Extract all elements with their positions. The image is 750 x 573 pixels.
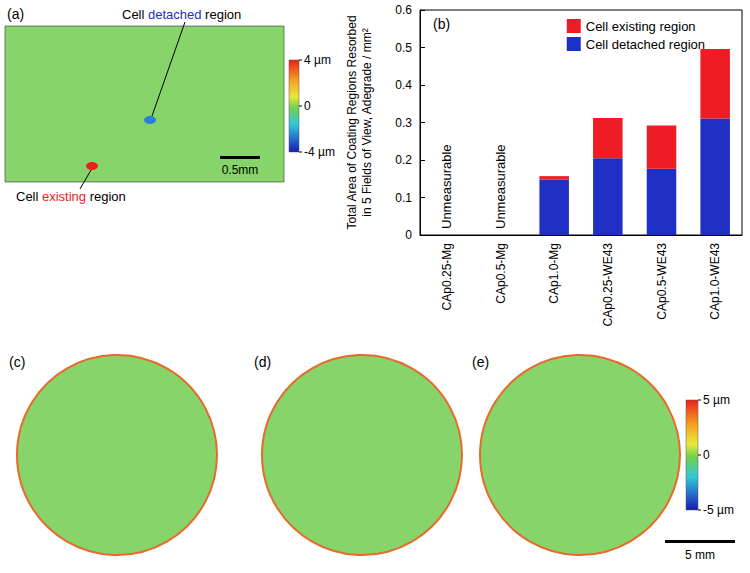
svg-text:region: region bbox=[86, 189, 126, 204]
svg-text:5 µm: 5 µm bbox=[703, 393, 730, 407]
svg-text:0: 0 bbox=[304, 99, 311, 113]
svg-text:0.3: 0.3 bbox=[395, 116, 412, 130]
svg-text:0.2: 0.2 bbox=[395, 153, 412, 167]
svg-text:(a): (a) bbox=[7, 6, 24, 22]
svg-text:(d): (d) bbox=[254, 354, 271, 370]
svg-text:0.5: 0.5 bbox=[395, 41, 412, 55]
svg-text:4 µm: 4 µm bbox=[304, 53, 331, 67]
svg-text:-5 µm: -5 µm bbox=[703, 503, 734, 517]
svg-text:CAp0.5-Mg: CAp0.5-Mg bbox=[494, 243, 508, 304]
svg-text:Unmeasurable: Unmeasurable bbox=[493, 144, 508, 229]
svg-text:-4 µm: -4 µm bbox=[304, 145, 335, 159]
svg-text:CAp0.5-WE43: CAp0.5-WE43 bbox=[655, 243, 669, 320]
svg-text:(b): (b) bbox=[433, 16, 450, 32]
svg-text:Cell detached region: Cell detached region bbox=[586, 37, 705, 52]
svg-text:(e): (e) bbox=[472, 354, 489, 370]
svg-text:detached: detached bbox=[148, 7, 202, 22]
svg-text:0.6: 0.6 bbox=[395, 3, 412, 17]
svg-text:CAp1.0-Mg: CAp1.0-Mg bbox=[547, 243, 561, 304]
svg-text:CAp1.0-WE43: CAp1.0-WE43 bbox=[708, 243, 722, 320]
svg-text:Cell: Cell bbox=[122, 7, 148, 22]
svg-text:Cell existing region: Cell existing region bbox=[586, 19, 696, 34]
svg-text:Total Area of Coating Regions: Total Area of Coating Regions Resorbed bbox=[345, 15, 359, 229]
svg-text:Unmeasurable: Unmeasurable bbox=[439, 144, 454, 229]
svg-text:0.5mm: 0.5mm bbox=[222, 163, 259, 177]
svg-text:CAp0.25-WE43: CAp0.25-WE43 bbox=[601, 243, 615, 327]
svg-text:0: 0 bbox=[405, 228, 412, 242]
svg-text:0: 0 bbox=[703, 448, 710, 462]
svg-text:region: region bbox=[201, 7, 241, 22]
svg-text:5 mm: 5 mm bbox=[685, 548, 715, 562]
svg-text:(c): (c) bbox=[9, 354, 25, 370]
svg-text:0.4: 0.4 bbox=[395, 78, 412, 92]
svg-text:Cell: Cell bbox=[16, 189, 42, 204]
svg-text:in 5 Fields of View, Adegrade: in 5 Fields of View, Adegrade / mm² bbox=[360, 28, 374, 217]
svg-text:existing: existing bbox=[42, 189, 86, 204]
svg-text:CAp0.25-Mg: CAp0.25-Mg bbox=[440, 243, 454, 310]
svg-text:0.1: 0.1 bbox=[395, 191, 412, 205]
